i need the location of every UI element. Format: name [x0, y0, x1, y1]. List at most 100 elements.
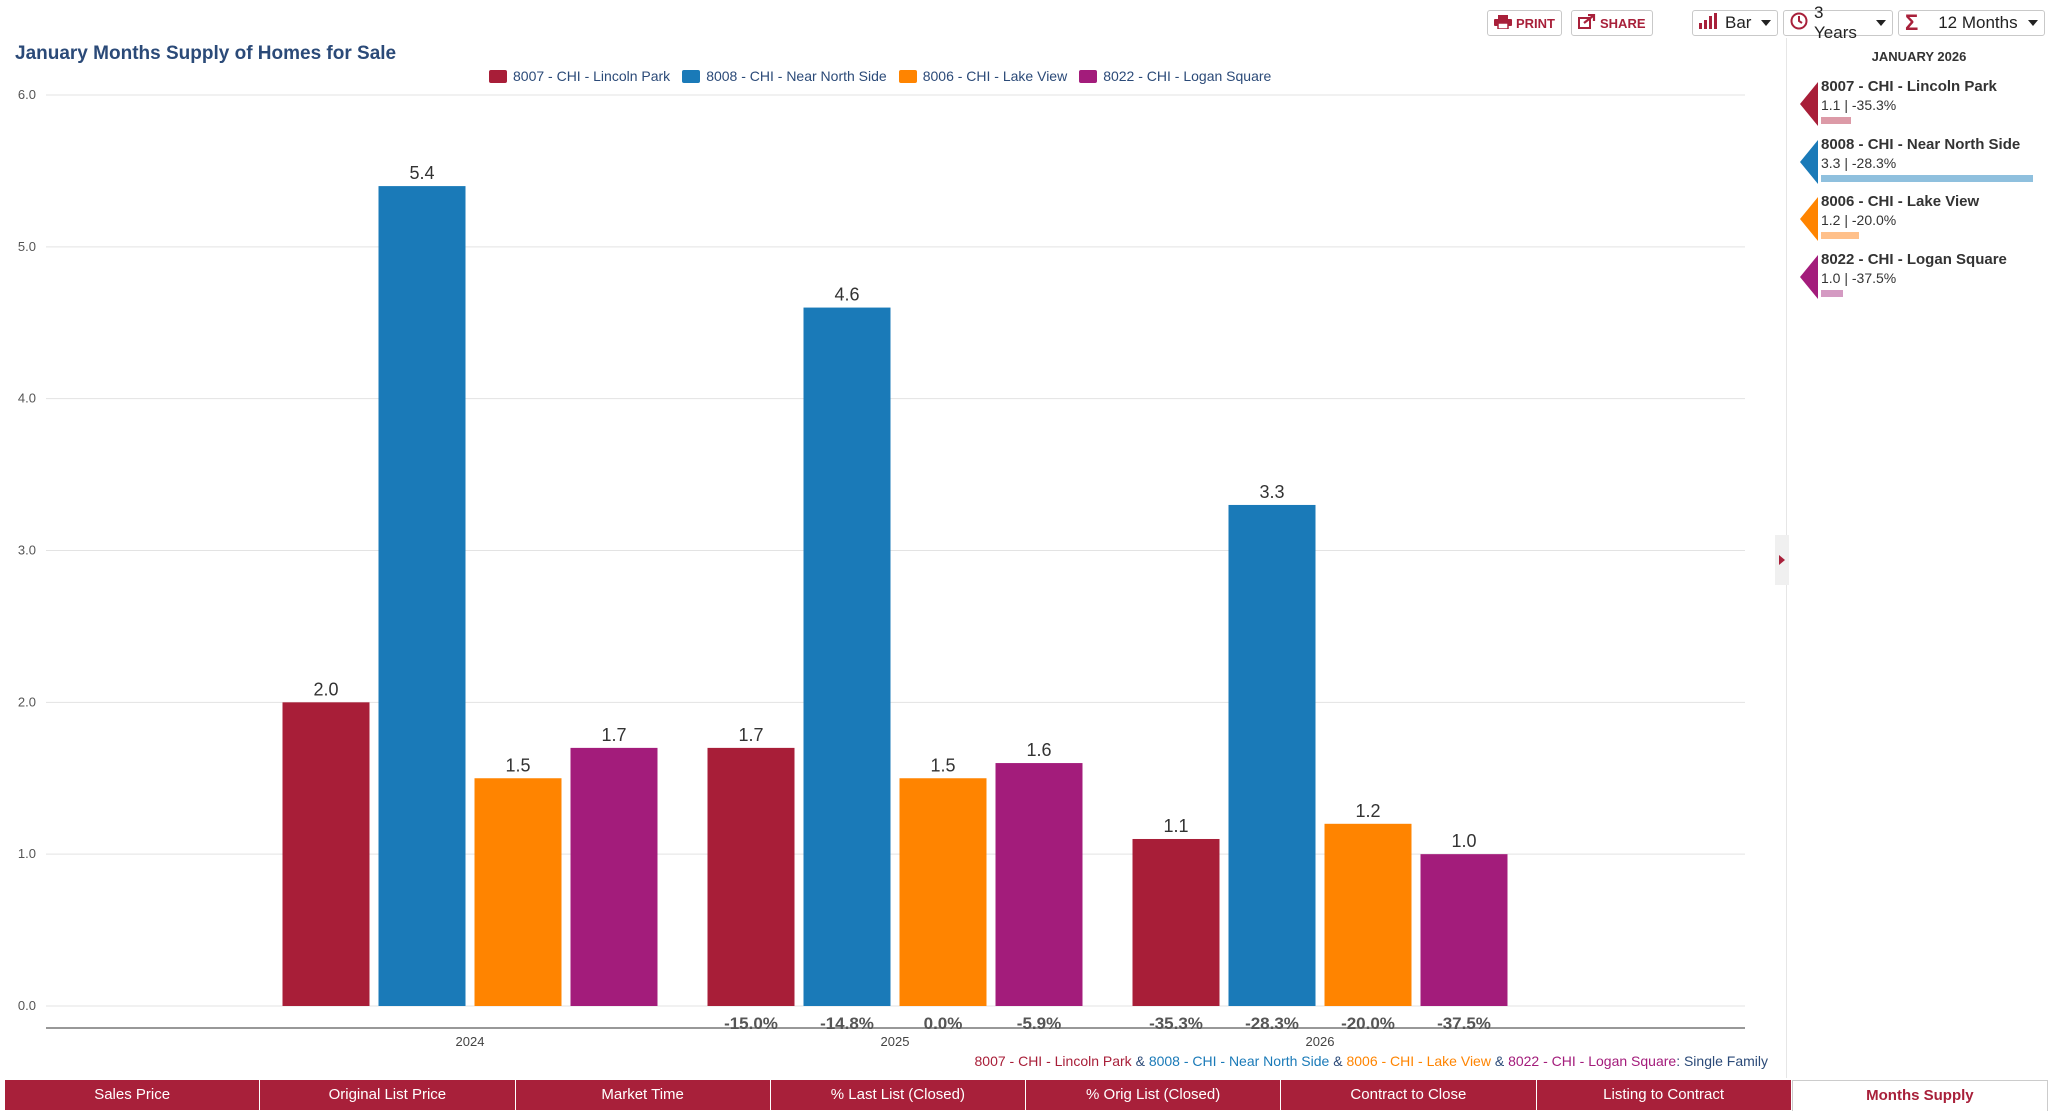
legend-label: 8022 - CHI - Logan Square — [1103, 68, 1272, 84]
tab-orig-list-closed[interactable]: % Orig List (Closed) — [1026, 1080, 1282, 1110]
bar — [995, 763, 1083, 1006]
pointer-arrow — [1800, 197, 1818, 241]
change-label: 0.0% — [924, 1014, 963, 1033]
y-tick-label: 1.0 — [18, 846, 36, 861]
chart-type-value: Bar — [1725, 13, 1752, 32]
pointer-arrow — [1800, 255, 1818, 299]
legend-swatch — [898, 69, 917, 83]
data-label: 1.7 — [738, 725, 763, 745]
bar — [1420, 854, 1508, 1006]
y-tick-label: 4.0 — [18, 391, 36, 406]
bar — [1132, 838, 1220, 1006]
data-label: 3.3 — [1259, 482, 1284, 502]
period-value: 12 Months — [1938, 13, 2018, 32]
legend-label: 8007 - CHI - Lincoln Park — [513, 68, 671, 84]
y-tick-label: 6.0 — [18, 87, 36, 102]
sidebar-entry-value: 1.1 | -35.3% — [1821, 97, 1897, 113]
legend-item-logan-square[interactable]: 8022 - CHI - Logan Square — [1079, 68, 1271, 84]
pointer-arrow — [1800, 140, 1818, 184]
bar — [474, 778, 562, 1006]
legend-swatch — [489, 69, 507, 83]
tab-sales-price[interactable]: Sales Price — [5, 1080, 261, 1110]
x-tick-label: 2024 — [456, 1034, 485, 1049]
tab-last-list-closed[interactable]: % Last List (Closed) — [770, 1080, 1026, 1110]
tab-listing-to-contract[interactable]: Listing to Contract — [1536, 1080, 1792, 1110]
chart-footnote: 8007 - CHI - Lincoln Park & 8008 - CHI -… — [975, 1053, 1769, 1069]
y-tick-label: 5.0 — [18, 239, 36, 254]
legend-label: 8008 - CHI - Near North Side — [706, 68, 887, 84]
sidebar-entry-name: 8008 - CHI - Near North Side — [1821, 136, 2021, 153]
tab-contract-to-close[interactable]: Contract to Close — [1281, 1080, 1537, 1110]
chevron-right-icon — [1779, 555, 1785, 565]
footnote-amp: & — [1131, 1053, 1149, 1069]
metric-tabs: Sales Price Original List Price Market T… — [5, 1080, 2048, 1111]
bar-chart: 0.0 1.0 2.0 3.0 4.0 5.0 6.0 2024 2.0 5.4 1.5 1.7 202… — [18, 87, 1745, 1049]
sidebar-entry-bar — [1821, 232, 1859, 239]
change-label: -5.9% — [1017, 1014, 1061, 1033]
data-label: 1.7 — [601, 725, 626, 745]
change-label: -37.5% — [1437, 1014, 1491, 1033]
legend-label: 8006 - CHI - Lake View — [922, 68, 1068, 84]
sidebar-entry-bar — [1821, 117, 1851, 124]
bar — [570, 747, 658, 1006]
data-label: 1.5 — [930, 755, 955, 775]
change-label: -15.0% — [724, 1014, 778, 1033]
bar — [707, 747, 795, 1006]
sidebar-entry-bar — [1821, 290, 1843, 297]
period-dropdown[interactable]: Σ 12 Months — [1898, 10, 2045, 36]
legend-item-lake-view[interactable]: 8006 - CHI - Lake View — [898, 68, 1068, 84]
clock-icon — [1790, 12, 1808, 35]
footnote-amp: & — [1329, 1053, 1347, 1069]
footnote-near-north-side: 8008 - CHI - Near North Side — [1148, 1053, 1330, 1069]
chart-type-dropdown[interactable]: Bar — [1692, 10, 1778, 36]
tab-market-time[interactable]: Market Time — [515, 1080, 771, 1110]
sidebar-title: JANUARY 2026 — [1871, 49, 1967, 64]
footnote-suffix: : Single Family — [1676, 1053, 1768, 1069]
sidebar-entry-name: 8006 - CHI - Lake View — [1821, 193, 1980, 210]
data-label: 1.0 — [1451, 831, 1476, 851]
tab-original-list-price[interactable]: Original List Price — [260, 1080, 516, 1110]
print-button[interactable]: PRINT — [1487, 10, 1562, 36]
chevron-down-icon — [2027, 20, 2038, 26]
footnote-logan-square: 8022 - CHI - Logan Square — [1508, 1053, 1677, 1069]
footnote-lincoln-park: 8007 - CHI - Lincoln Park — [974, 1053, 1132, 1069]
data-label: 1.5 — [505, 755, 530, 775]
footnote-amp: & — [1490, 1053, 1509, 1069]
chart-title: January Months Supply of Homes for Sale — [15, 43, 397, 64]
legend-item-near-north-side[interactable]: 8008 - CHI - Near North Side — [682, 68, 887, 84]
y-tick-label: 2.0 — [18, 694, 36, 709]
tab-months-supply[interactable]: Months Supply — [1791, 1080, 2048, 1111]
footnote-lake-view: 8006 - CHI - Lake View — [1346, 1053, 1491, 1069]
data-label: 1.6 — [1026, 740, 1051, 760]
bar-chart-icon — [1699, 12, 1719, 34]
range-dropdown[interactable]: 3 Years — [1783, 3, 1893, 42]
data-label: 2.0 — [313, 679, 338, 699]
print-label: PRINT — [1516, 15, 1555, 31]
range-value: 3 Years — [1814, 3, 1857, 42]
bar — [282, 702, 370, 1006]
chevron-down-icon — [1876, 20, 1886, 26]
y-tick-label: 3.0 — [18, 543, 36, 558]
bar — [1228, 504, 1316, 1006]
data-label: 5.4 — [409, 163, 434, 183]
bar — [803, 307, 891, 1006]
bar — [1324, 823, 1412, 1006]
x-tick-label: 2025 — [881, 1034, 910, 1049]
share-button[interactable]: SHARE — [1571, 10, 1653, 36]
data-label: 1.2 — [1355, 801, 1380, 821]
legend-item-lincoln-park[interactable]: 8007 - CHI - Lincoln Park — [489, 68, 670, 84]
sidebar-entry-name: 8007 - CHI - Lincoln Park — [1821, 78, 1997, 95]
sidebar-entry-bar — [1821, 175, 2033, 182]
printer-icon — [1494, 14, 1512, 32]
sidebar-entry-value: 1.0 | -37.5% — [1821, 270, 1897, 286]
legend-swatch — [1079, 69, 1098, 83]
change-label: -35.3% — [1149, 1014, 1203, 1033]
x-tick-label: 2026 — [1306, 1034, 1335, 1049]
bar — [899, 778, 987, 1006]
share-label: SHARE — [1600, 15, 1646, 31]
bar — [378, 186, 466, 1007]
sidebar-entry-value: 1.2 | -20.0% — [1821, 212, 1897, 228]
data-label: 1.1 — [1163, 816, 1188, 836]
change-label: -20.0% — [1341, 1014, 1395, 1033]
sidebar-toggle-button[interactable] — [1775, 535, 1789, 585]
